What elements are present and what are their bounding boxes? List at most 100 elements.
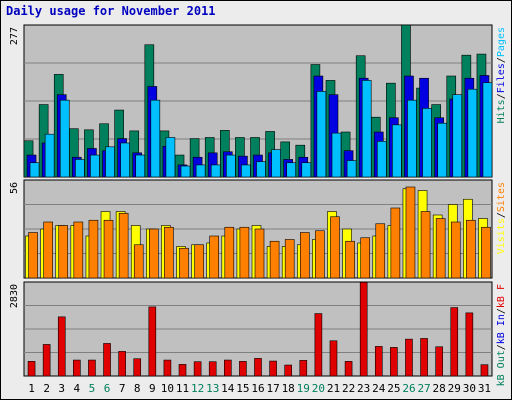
bar-kbytes-f-day-8 [133,358,142,377]
bar-sites-day-7 [118,212,129,279]
axis-legend-part: kB Out [496,350,507,386]
bar-kbytes-f-day-3 [57,316,66,377]
bar-kbytes-f-day-13 [208,361,217,377]
bar-kbytes-f-day-25 [390,347,398,377]
bar-sites-day-16 [254,228,265,279]
bar-sites-day-18 [284,239,295,279]
bar-sites-day-9 [149,228,159,279]
day-label-16: 16 [251,382,264,395]
bar-sites-day-19 [299,232,310,279]
bar-kbytes-f-day-21 [329,340,338,377]
bar-sites-day-12 [194,244,204,279]
bar-sites-day-30 [466,219,476,279]
axis-legend-top: Hits/Files/Pages [496,27,507,123]
bar-kbytes-f-day-27 [420,338,428,377]
axis-legend-part: Hits [496,99,507,123]
bar-pages-day-27 [422,108,432,178]
bar-kbytes-f-day-14 [224,359,232,377]
bar-kbytes-f-day-20 [314,313,323,377]
bar-pages-day-19 [301,162,312,178]
bar-pages-day-6 [105,146,115,178]
axis-legend-part: kB In [496,314,507,344]
day-label-11: 11 [176,382,189,395]
bar-kbytes-f-day-9 [148,306,157,377]
day-label-28: 28 [433,382,446,395]
bar-pages-day-15 [241,164,251,178]
bar-pages-day-8 [135,154,146,178]
bar-sites-day-27 [420,211,431,279]
bar-sites-day-29 [450,221,461,279]
day-label-31: 31 [478,382,491,395]
bar-sites-day-1 [28,232,38,279]
bar-sites-day-24 [375,223,386,279]
bar-pages-day-2 [44,133,55,178]
bar-kbytes-f-day-26 [405,338,413,377]
bar-pages-day-4 [75,159,85,178]
bar-pages-day-25 [392,124,402,178]
bar-sites-day-25 [390,207,401,279]
bar-sites-day-21 [330,216,340,279]
axis-legend-bottom: kB Out/kB In/kB F [496,284,507,386]
axis-legend-part: kB F [496,284,507,308]
bar-kbytes-f-day-15 [239,361,247,377]
bar-sites-day-23 [360,237,370,279]
day-label-23: 23 [357,382,370,395]
day-label-24: 24 [372,382,386,395]
bar-kbytes-f-day-17 [269,360,277,377]
bar-pages-day-28 [437,122,447,178]
day-label-12: 12 [191,382,204,395]
bar-kbytes-f-day-16 [254,358,262,377]
bar-sites-day-14 [224,226,235,279]
bar-pages-day-9 [150,99,161,178]
bar-kbytes-f-day-24 [374,346,383,377]
bar-kbytes-f-day-11 [178,364,187,377]
bar-kbytes-f-day-10 [163,359,172,377]
bar-kbytes-f-day-19 [299,360,308,377]
bar-pages-day-7 [120,142,130,178]
bar-sites-day-26 [405,186,416,279]
axis-legend-part: / [496,212,507,218]
axis-legend-part: / [496,344,507,350]
bar-sites-day-5 [88,219,99,279]
bar-sites-day-2 [43,221,53,279]
bar-pages-day-18 [286,162,296,178]
bar-pages-day-30 [467,88,478,178]
bar-kbytes-f-day-23 [359,282,368,377]
bar-kbytes-f-day-2 [42,344,51,377]
bar-pages-day-29 [452,94,463,178]
bar-pages-day-10 [165,137,176,178]
bar-pages-day-1 [29,162,40,178]
bar-pages-day-22 [346,160,357,178]
bar-kbytes-f-day-29 [450,307,459,377]
day-label-18: 18 [282,382,295,395]
day-label-25: 25 [387,382,400,395]
bar-kbytes-f-day-31 [480,364,489,377]
bar-pages-day-31 [482,82,493,178]
bar-sites-day-22 [345,240,355,279]
day-label-15: 15 [236,382,249,395]
day-label-7: 7 [119,382,126,395]
day-label-22: 22 [342,382,355,395]
day-label-10: 10 [161,382,174,395]
bar-pages-day-16 [256,161,266,178]
day-label-3: 3 [58,382,65,395]
axis-legend-part: Visits [496,218,507,254]
bar-sites-day-6 [103,219,114,279]
bar-kbytes-f-day-7 [118,351,126,377]
bar-sites-day-10 [164,226,174,279]
day-label-14: 14 [221,382,235,395]
bar-pages-day-12 [195,164,206,178]
bar-kbytes-f-day-22 [344,361,353,377]
axis-legend-middle: Visits/Sites [496,182,507,254]
day-label-17: 17 [266,382,279,395]
bar-kbytes-f-day-28 [435,346,443,377]
bar-sites-day-11 [179,247,189,279]
bar-pages-day-17 [271,149,281,178]
bar-sites-day-3 [58,225,69,279]
day-label-4: 4 [74,382,81,395]
bar-pages-day-13 [210,164,221,178]
ymax-label-bottom: 2830 [9,284,20,308]
bar-kbytes-f-day-12 [193,361,202,377]
axis-legend-part: Files [496,63,507,93]
